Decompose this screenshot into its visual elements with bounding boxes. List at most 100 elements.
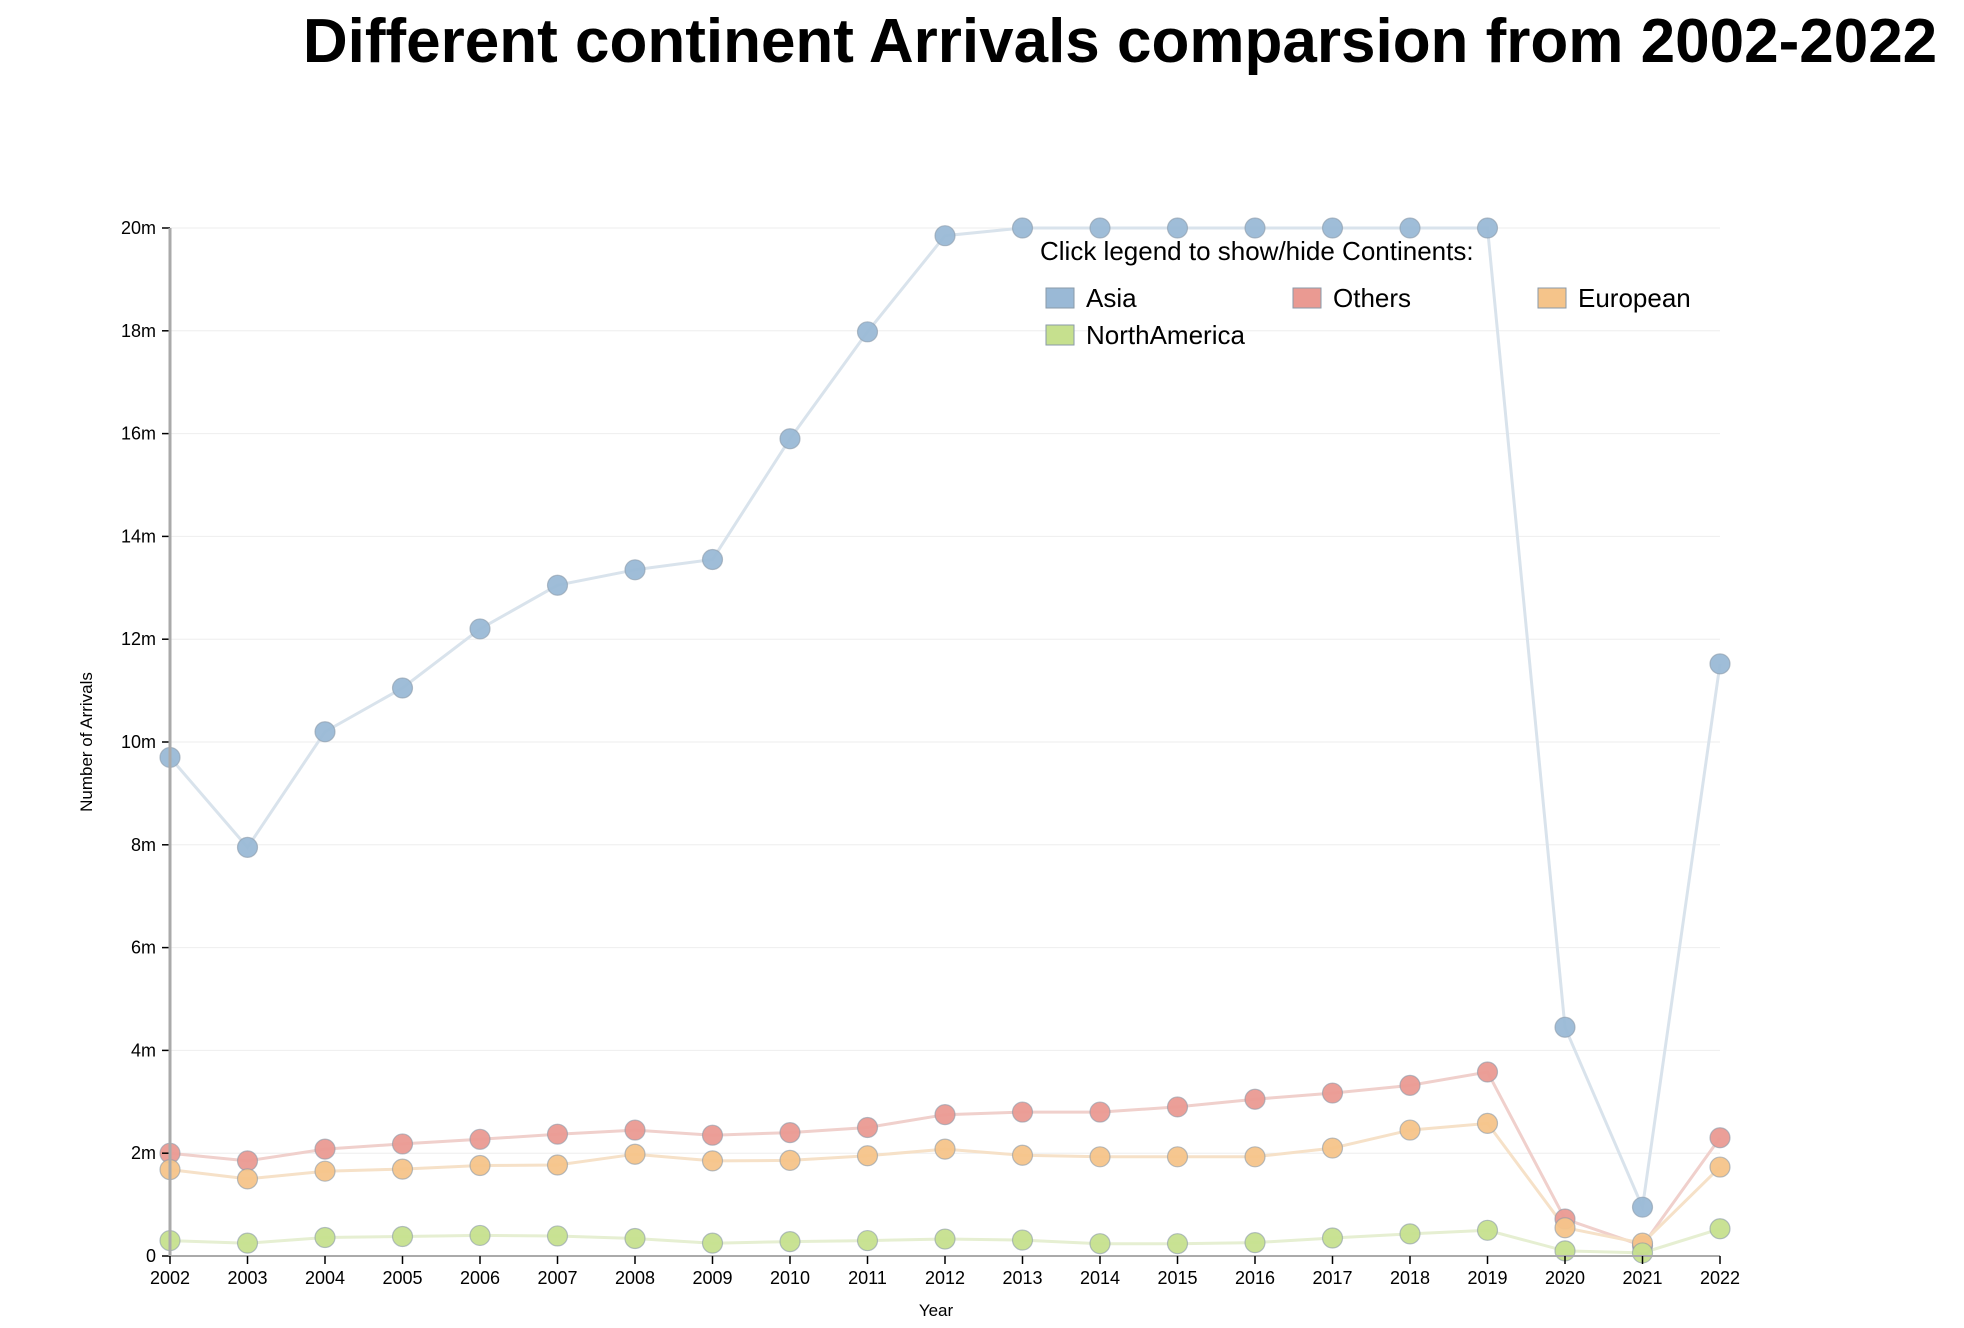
- x-tick-label: 2010: [770, 1268, 810, 1288]
- data-point: [1399, 1119, 1421, 1141]
- data-point: [1554, 1217, 1576, 1239]
- data-point: [701, 1232, 724, 1254]
- legend-label: Asia: [1086, 283, 1137, 313]
- data-point: [236, 836, 259, 858]
- data-point: [624, 1227, 646, 1250]
- data-point: [1554, 1016, 1576, 1038]
- x-tick-label: 2015: [1157, 1268, 1197, 1288]
- data-point: [856, 1229, 879, 1252]
- data-point: [314, 1226, 336, 1249]
- legend-item-others[interactable]: Others: [1292, 283, 1411, 313]
- x-tick-label: 2014: [1080, 1268, 1120, 1288]
- data-point: [856, 1116, 879, 1139]
- data-point: [1011, 1101, 1034, 1123]
- data-point: [934, 225, 956, 247]
- data-point: [1321, 1137, 1344, 1159]
- data-point: [934, 1228, 956, 1250]
- data-point: [1476, 1112, 1499, 1134]
- data-point: [1244, 1088, 1266, 1110]
- data-point: [1321, 1227, 1344, 1249]
- legend-swatch: [1537, 287, 1567, 309]
- data-point: [469, 618, 491, 640]
- y-tick-label: 18m: [121, 321, 156, 341]
- data-point: [469, 1224, 491, 1247]
- x-tick-label: 2002: [150, 1268, 190, 1288]
- legend-item-northamerica[interactable]: NorthAmerica: [1045, 320, 1245, 350]
- data-point: [546, 574, 569, 596]
- data-point: [1321, 1082, 1344, 1104]
- x-tick-label: 2005: [382, 1268, 422, 1288]
- data-point: [1399, 1223, 1421, 1245]
- data-point: [856, 1145, 879, 1167]
- data-point: [934, 1104, 956, 1126]
- x-tick-label: 2021: [1622, 1268, 1662, 1288]
- y-tick-label: 14m: [121, 526, 156, 546]
- y-axis: 0 2m 4m 6m 8m 10m 12m 14m 16m 18m 20m: [121, 218, 172, 1266]
- data-point: [236, 1168, 259, 1190]
- y-tick-label: 20m: [121, 218, 156, 238]
- data-point: [1321, 217, 1344, 239]
- data-point: [236, 1150, 259, 1172]
- data-point: [701, 1124, 724, 1146]
- data-point: [546, 1154, 569, 1176]
- data-point: [1089, 1233, 1111, 1255]
- data-point: [1631, 1196, 1654, 1218]
- data-point: [469, 1154, 491, 1177]
- data-point: [1089, 217, 1111, 239]
- legend-title: Click legend to show/hide Continents:: [1040, 236, 1474, 266]
- y-tick-label: 8m: [131, 835, 156, 855]
- data-point: [1399, 217, 1421, 239]
- data-point: [624, 1119, 646, 1141]
- x-axis: 2002 2003 2004 2005 2006 2007 2008 2009 2010 2011…: [150, 1255, 1740, 1288]
- data-point: [779, 1122, 801, 1144]
- x-tick-label: 2019: [1467, 1268, 1507, 1288]
- data-point: [1089, 1101, 1111, 1123]
- x-tick-label: 2022: [1700, 1268, 1740, 1288]
- data-point: [391, 1225, 414, 1248]
- y-tick-label: 0: [146, 1246, 156, 1266]
- series-points-asia: [159, 217, 1731, 1218]
- data-point: [391, 677, 414, 699]
- y-tick-label: 12m: [121, 629, 156, 649]
- x-tick-label: 2011: [848, 1268, 887, 1288]
- x-tick-label: 2020: [1545, 1268, 1585, 1288]
- y-tick-label: 10m: [121, 732, 156, 752]
- y-axis-title: Number of Arrivals: [77, 672, 96, 812]
- data-point: [1476, 1219, 1499, 1241]
- data-point: [1244, 1146, 1266, 1168]
- x-tick-label: 2006: [460, 1268, 500, 1288]
- legend-swatch: [1045, 287, 1075, 309]
- data-point: [779, 1231, 801, 1253]
- y-tick-label: 6m: [131, 938, 156, 958]
- series-lines: [168, 226, 1722, 1255]
- x-tick-label: 2016: [1235, 1268, 1275, 1288]
- legend-label: European: [1578, 283, 1691, 313]
- series-points-northamerica: [159, 1218, 1731, 1264]
- chart-title: Different continent Arrivals comparsion …: [302, 7, 1938, 76]
- data-point: [1709, 653, 1731, 675]
- data-point: [1166, 1233, 1189, 1255]
- legend-label: Others: [1333, 283, 1411, 313]
- data-point: [314, 1160, 336, 1182]
- x-tick-label: 2004: [305, 1268, 345, 1288]
- legend-item-european[interactable]: European: [1537, 283, 1691, 313]
- data-point: [624, 559, 646, 581]
- data-point: [1709, 1156, 1731, 1178]
- data-point: [934, 1138, 956, 1160]
- data-point: [1011, 217, 1034, 239]
- data-point: [779, 1149, 801, 1171]
- data-point: [546, 1225, 569, 1247]
- x-tick-label: 2008: [615, 1268, 655, 1288]
- data-point: [624, 1143, 646, 1165]
- legend: Click legend to show/hide Continents: As…: [1040, 236, 1691, 350]
- x-tick-label: 2009: [692, 1268, 732, 1288]
- data-point: [856, 321, 879, 343]
- legend-item-asia[interactable]: Asia: [1045, 283, 1137, 313]
- data-point: [701, 1150, 724, 1172]
- data-point: [1166, 1096, 1189, 1118]
- data-point: [701, 548, 724, 571]
- x-tick-label: 2003: [227, 1268, 267, 1288]
- series-line-asia: [168, 226, 1722, 1213]
- data-point: [1244, 1232, 1266, 1254]
